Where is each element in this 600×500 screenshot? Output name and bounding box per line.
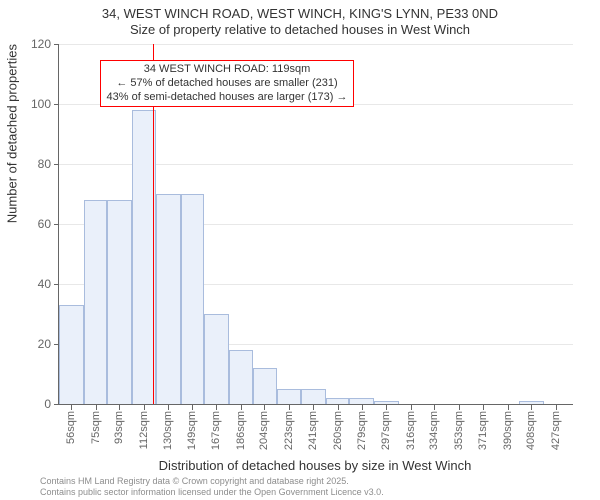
annotation-line2: ← 57% of detached houses are smaller (23… xyxy=(105,77,349,91)
x-tick-label: 371sqm xyxy=(477,411,489,450)
footer-line2: Contains public sector information licen… xyxy=(40,487,384,498)
x-tick-label: 75sqm xyxy=(90,411,102,444)
x-axis-label: Distribution of detached houses by size … xyxy=(58,458,572,473)
x-tick-label: 334sqm xyxy=(428,411,440,450)
histogram-bar xyxy=(107,200,132,404)
histogram-bar xyxy=(84,200,108,404)
x-tick-label: 260sqm xyxy=(332,411,344,450)
histogram-bar xyxy=(253,368,278,404)
footer-line1: Contains HM Land Registry data © Crown c… xyxy=(40,476,384,487)
x-tick-label: 130sqm xyxy=(162,411,174,450)
x-tick-label: 93sqm xyxy=(113,411,125,444)
histogram-bar xyxy=(519,401,544,404)
y-tick-label: 120 xyxy=(31,37,51,51)
x-tick-label: 297sqm xyxy=(380,411,392,450)
y-tick-label: 20 xyxy=(38,337,51,351)
histogram-bar xyxy=(204,314,229,404)
x-tick-label: 279sqm xyxy=(356,411,368,450)
annotation-box: 34 WEST WINCH ROAD: 119sqm← 57% of detac… xyxy=(100,60,354,107)
histogram-bar xyxy=(301,389,326,404)
x-tick-label: 223sqm xyxy=(283,411,295,450)
histogram-bar xyxy=(277,389,301,404)
histogram-bar xyxy=(59,305,84,404)
x-tick-label: 427sqm xyxy=(550,411,562,450)
x-tick-label: 408sqm xyxy=(525,411,537,450)
chart-title-line1: 34, WEST WINCH ROAD, WEST WINCH, KING'S … xyxy=(0,6,600,21)
x-tick-label: 167sqm xyxy=(210,411,222,450)
property-size-chart: 34, WEST WINCH ROAD, WEST WINCH, KING'S … xyxy=(0,0,600,500)
x-tick-label: 112sqm xyxy=(138,411,150,449)
histogram-bar xyxy=(326,398,350,404)
y-tick-label: 40 xyxy=(38,277,51,291)
gridline xyxy=(59,44,573,45)
histogram-bar xyxy=(349,398,374,404)
x-tick-label: 353sqm xyxy=(453,411,465,450)
x-tick-label: 186sqm xyxy=(235,411,247,450)
y-axis-label-text: Number of detached properties xyxy=(5,44,20,223)
histogram-bar xyxy=(156,194,181,404)
histogram-bar xyxy=(181,194,205,404)
x-tick-label: 56sqm xyxy=(65,411,77,444)
x-tick-label: 204sqm xyxy=(258,411,270,450)
annotation-line1: 34 WEST WINCH ROAD: 119sqm xyxy=(105,63,349,77)
x-tick-label: 241sqm xyxy=(307,411,319,450)
histogram-bar xyxy=(374,401,399,404)
y-axis-label: Number of detached properties xyxy=(5,0,20,224)
y-tick-label: 100 xyxy=(31,97,51,111)
annotation-line3: 43% of semi-detached houses are larger (… xyxy=(105,91,349,105)
y-tick-label: 60 xyxy=(38,217,51,231)
y-tick-label: 80 xyxy=(38,157,51,171)
chart-title-line2: Size of property relative to detached ho… xyxy=(0,22,600,37)
x-tick-label: 390sqm xyxy=(502,411,514,450)
histogram-bar xyxy=(229,350,253,404)
x-tick-label: 149sqm xyxy=(186,411,198,450)
attribution-footer: Contains HM Land Registry data © Crown c… xyxy=(40,476,384,498)
y-tick-label: 0 xyxy=(44,397,51,411)
x-tick-label: 316sqm xyxy=(405,411,417,450)
